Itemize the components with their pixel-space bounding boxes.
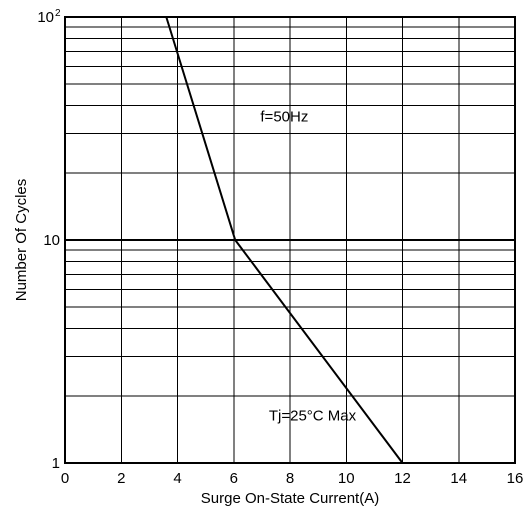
x-tick-label: 4 (173, 470, 181, 487)
y-tick-label: 10 (43, 232, 60, 249)
y-tick-label: 10 (37, 9, 54, 26)
series-layer (165, 16, 404, 464)
chart-annotation: f=50Hz (260, 108, 308, 125)
y-tick-exponent: 2 (55, 8, 61, 19)
chart-annotation: Tj=25°C Max (269, 408, 357, 425)
x-tick-label: 12 (394, 470, 411, 487)
series-line (165, 16, 404, 464)
x-tick-label: 10 (338, 470, 355, 487)
x-tick-labels: 0 2 4 6 8 10 12 14 16 (61, 470, 524, 487)
y-axis-label: Number Of Cycles (13, 179, 30, 302)
x-tick-label: 0 (61, 470, 69, 487)
x-tick-label: 8 (286, 470, 294, 487)
annotations: f=50Hz Tj=25°C Max (260, 108, 356, 424)
grid (64, 16, 516, 464)
y-tick-label: 1 (52, 455, 60, 472)
x-tick-label: 6 (230, 470, 238, 487)
plot-frame (64, 16, 516, 464)
x-tick-label: 2 (117, 470, 125, 487)
x-axis-label: Surge On-State Current(A) (201, 490, 379, 507)
x-tick-label: 16 (507, 470, 524, 487)
x-tick-label: 14 (450, 470, 467, 487)
